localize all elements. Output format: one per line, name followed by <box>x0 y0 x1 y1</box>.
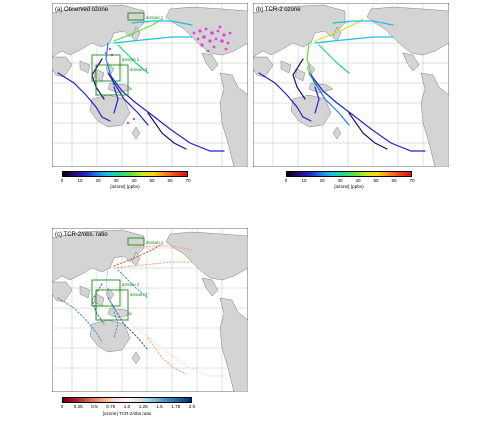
panel-title: (a) Observed ozone <box>55 7 109 13</box>
colorbar-tick-label: 0.75 <box>106 404 116 409</box>
colorbar-tick-label: 40 <box>355 178 361 183</box>
colorbar-tick-label: 10 <box>301 178 307 183</box>
domain-label-3: domain 3 <box>130 292 148 297</box>
domain-box-1 <box>127 12 145 21</box>
colorbar-tick-label: 50 <box>149 178 155 183</box>
land <box>253 4 449 167</box>
colorbar-tick-label: 1.0 <box>123 404 131 409</box>
ratio-tracks <box>57 243 225 377</box>
colorbar-tick-label: 10 <box>77 178 83 183</box>
colorbar-label-b: [ozone] (ppbv) <box>334 184 364 189</box>
colorbar-tick-label: 0 <box>60 178 64 183</box>
land <box>52 229 248 392</box>
colorbar-tick-label: 0.25 <box>73 404 83 409</box>
map-ratio: (c) TCR-2/obs. ratio domain 1 domain 2 d… <box>52 228 248 392</box>
colorbar-tick-label: 20 <box>95 178 101 183</box>
domain-label-3: domain 3 <box>130 67 148 72</box>
colorbar-tick-label: 40 <box>131 178 137 183</box>
colorbar-tick-label: 1.75 <box>171 404 181 409</box>
colorbar-tick-label: 30 <box>337 178 343 183</box>
domain-label-2: domain 2 <box>122 282 140 287</box>
colorbar-tick-label: 1.25 <box>138 404 148 409</box>
domain-box-3 <box>95 289 129 321</box>
panel-tcr2-ozone: (b) TCR-2 ozone <box>253 3 449 167</box>
domain-box-1 <box>127 237 145 246</box>
observation-dots <box>104 25 232 125</box>
domain-label-1: domain 1 <box>146 15 164 20</box>
colorbar-tick-label: 2.0 <box>188 404 196 409</box>
colorbar-tick-label: 20 <box>319 178 325 183</box>
panel-title: (c) TCR-2/obs. ratio <box>55 232 108 238</box>
domain-box-3 <box>95 64 129 96</box>
colorbar-tick-label: 0 <box>284 178 288 183</box>
panel-observed-ozone: (a) Observed ozone domain 1 domain 2 dom… <box>52 3 248 167</box>
domain-box-2 <box>91 54 121 82</box>
domain-label-2: domain 2 <box>122 57 140 62</box>
colorbar-label-c: [ozone] TCR-2/obs ratio <box>102 411 152 416</box>
colorbar-tick-label: 70 <box>409 178 415 183</box>
map-observed-ozone: (a) Observed ozone domain 1 domain 2 dom… <box>52 3 248 167</box>
ship-tracks <box>57 18 225 152</box>
colorbar-c <box>62 397 192 403</box>
panel-title: (b) TCR-2 ozone <box>256 7 301 13</box>
land <box>52 4 248 167</box>
colorbar-tick-label: 30 <box>113 178 119 183</box>
map-tcr2-ozone: (b) TCR-2 ozone <box>253 3 449 167</box>
colorbar-tick-label: 70 <box>185 178 191 183</box>
panel-ratio: (c) TCR-2/obs. ratio domain 1 domain 2 d… <box>52 228 248 392</box>
colorbar-label-a: [ozone] (ppbv) <box>110 184 140 189</box>
domain-box-2 <box>91 279 121 307</box>
domain-label-1: domain 1 <box>146 240 164 245</box>
colorbar-tick-label: 50 <box>373 178 379 183</box>
colorbar-a <box>62 171 188 177</box>
colorbar-tick-label: 0 <box>60 404 64 409</box>
colorbar-tick-label: 0.5 <box>91 404 98 409</box>
colorbar-tick-label: 60 <box>391 178 397 183</box>
colorbar-tick-label: 1.5 <box>156 404 163 409</box>
colorbar-b <box>286 171 412 177</box>
ship-tracks <box>258 18 426 152</box>
colorbar-tick-label: 60 <box>167 178 173 183</box>
